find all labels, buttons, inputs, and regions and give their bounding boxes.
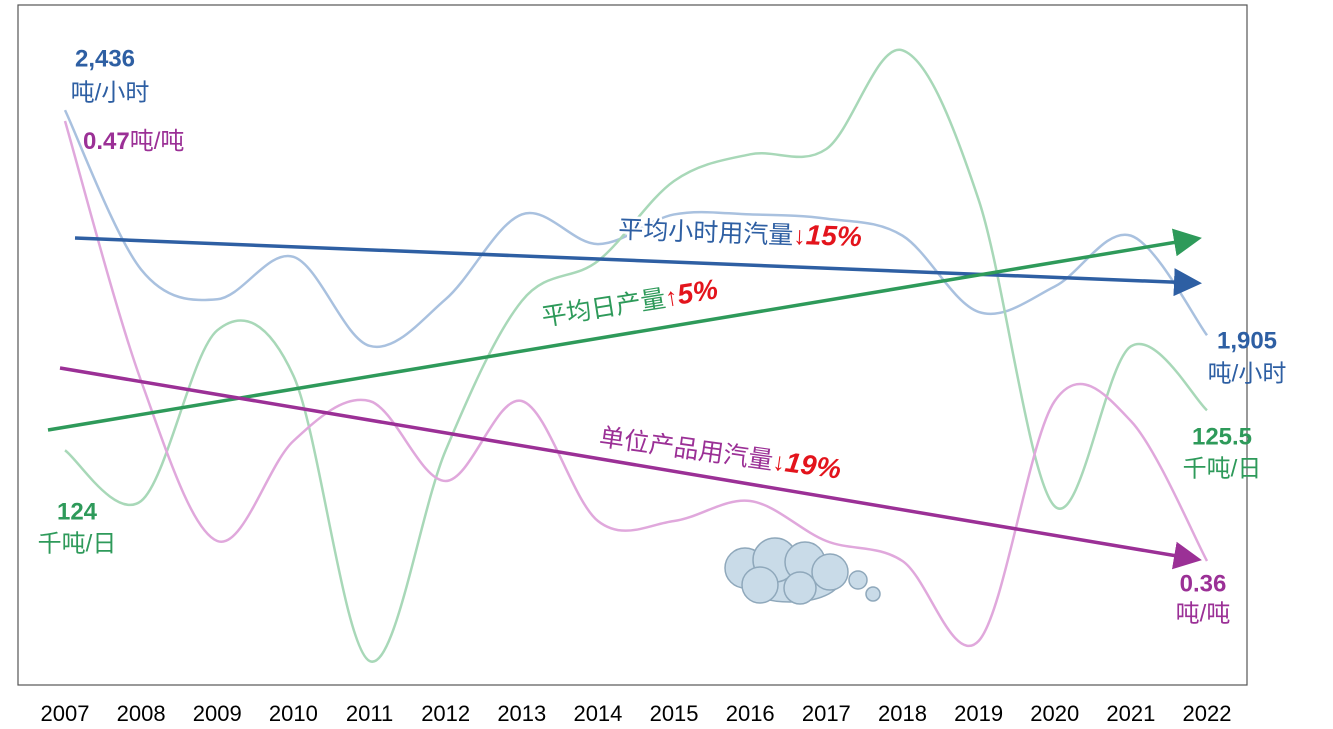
- annotation-text: 平均日产量: [540, 284, 668, 331]
- value-label: 0.47吨/吨: [83, 128, 184, 155]
- annotation-arrow: ↓: [793, 221, 806, 249]
- x-tick-label: 2014: [573, 701, 622, 726]
- x-tick-label: 2013: [497, 701, 546, 726]
- series-line: [65, 50, 1207, 662]
- x-tick-label: 2007: [41, 701, 90, 726]
- plot-frame: [18, 5, 1247, 685]
- series-line: [65, 121, 1207, 646]
- chart: 2007 2008 2009 2010 2011 2012 2013 2014 2015 2016…: [0, 0, 1333, 729]
- x-tick-label: 2019: [954, 701, 1003, 726]
- x-tick-label: 2016: [726, 701, 775, 726]
- annotation-text: 单位产品用汽量: [598, 423, 775, 475]
- x-tick-label: 2011: [346, 701, 393, 726]
- x-tick-label: 2020: [1030, 701, 1079, 726]
- unit-label: 吨/吨: [130, 128, 185, 155]
- unit-label: 千吨/日: [38, 530, 117, 557]
- x-tick-label: 2018: [878, 701, 927, 726]
- x-tick-label: 2009: [193, 701, 242, 726]
- x-tick-label: 2008: [117, 701, 166, 726]
- trend-arrow: [75, 238, 1195, 283]
- x-tick-label: 2021: [1106, 701, 1155, 726]
- value-label: 0.36: [1180, 570, 1227, 597]
- value-label: 124: [57, 498, 98, 525]
- x-tick-label: 2022: [1183, 701, 1232, 726]
- x-tick-label: 2017: [802, 701, 851, 726]
- x-tick-label: 2012: [421, 701, 470, 726]
- annotation-text: 平均小时用汽量: [618, 215, 794, 249]
- annotation-change: 5%: [675, 274, 720, 311]
- annotation-change: 15%: [805, 220, 862, 253]
- value-number: 0.47: [83, 128, 130, 155]
- trend-annotation: 单位产品用汽量↓19%: [598, 421, 844, 486]
- value-label: 1,905: [1217, 327, 1277, 354]
- unit-label: 千吨/日: [1183, 455, 1262, 482]
- x-tick-label: 2010: [269, 701, 318, 726]
- value-label: 125.5: [1192, 423, 1252, 450]
- x-tick-label: 2015: [650, 701, 699, 726]
- value-label: 2,436: [75, 45, 135, 72]
- unit-label: 吨/小时: [1208, 360, 1287, 387]
- annotation-change: 19%: [783, 447, 843, 486]
- unit-label: 吨/小时: [71, 79, 150, 106]
- unit-label: 吨/吨: [1176, 600, 1231, 627]
